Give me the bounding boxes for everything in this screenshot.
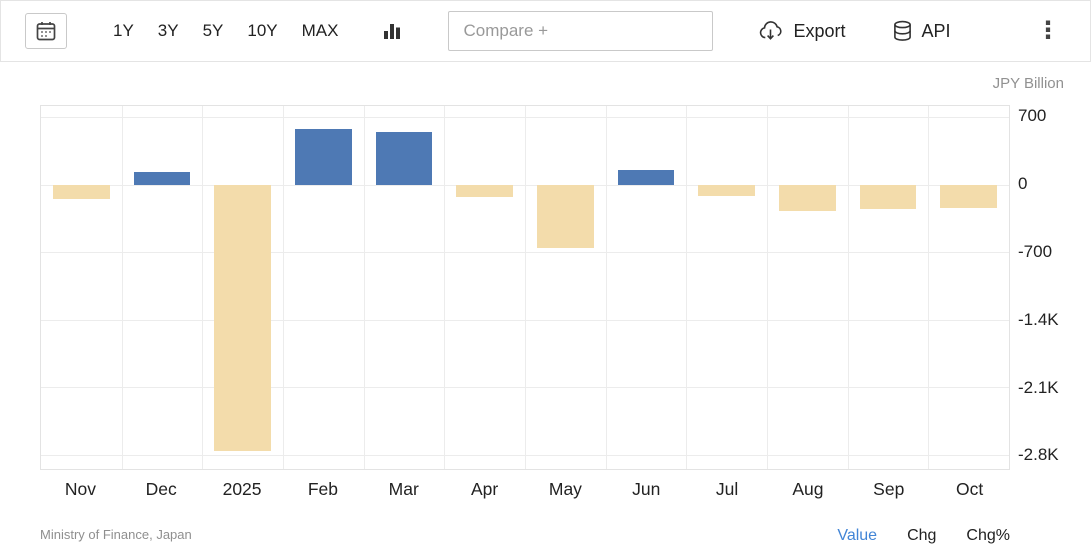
mode-switcher: Value Chg Chg% — [837, 527, 1010, 545]
gridline-v — [605, 106, 607, 469]
range-button-3y[interactable]: 3Y — [157, 21, 179, 40]
mode-chg[interactable]: Chg — [907, 527, 937, 544]
range-button-10y[interactable]: 10Y — [247, 21, 278, 40]
x-tick-label: 2025 — [222, 479, 262, 499]
bar-mar[interactable] — [375, 132, 433, 185]
gridline-v — [363, 106, 365, 469]
x-tick-label: Aug — [792, 479, 824, 499]
x-axis: Nov Dec 2025 Feb Mar Apr May Jun Jul Aug Sep Oct — [40, 476, 1010, 502]
compare-input[interactable] — [448, 11, 714, 51]
y-tick-label: -1.4K — [1018, 309, 1059, 329]
source-label: Ministry of Finance, Japan — [40, 527, 192, 542]
range-selector: 1Y 3Y 5Y 10Y MAX — [113, 21, 338, 41]
calendar-icon — [36, 22, 56, 41]
bar-aug[interactable] — [779, 184, 836, 211]
api-label: API — [921, 20, 951, 41]
export-button[interactable]: Export — [757, 20, 846, 42]
gridline-v — [121, 106, 123, 469]
x-tick-label: Dec — [145, 479, 177, 499]
bar-feb[interactable] — [295, 128, 352, 185]
y-tick-label: 700 — [1018, 106, 1047, 126]
bar-chart-icon — [384, 24, 401, 39]
chart-type-button[interactable] — [382, 21, 402, 41]
bar-oct[interactable] — [940, 184, 997, 209]
y-tick-label: -2.1K — [1018, 377, 1059, 397]
gridline-v — [525, 106, 526, 469]
x-tick-label: Feb — [307, 479, 338, 499]
x-tick-label: Sep — [873, 479, 905, 499]
plot-area — [40, 105, 1010, 470]
x-tick-label: Mar — [388, 479, 419, 499]
x-tick-label: Jul — [715, 479, 739, 499]
x-tick-label: Jun — [632, 479, 661, 499]
export-label: Export — [793, 20, 846, 41]
x-tick-label: Nov — [64, 479, 96, 499]
x-tick-label: Apr — [470, 479, 499, 499]
gridline-v — [444, 106, 446, 469]
bar-apr[interactable] — [456, 184, 513, 198]
bar-may[interactable] — [537, 184, 594, 249]
gridline-v — [686, 106, 688, 469]
gridline-v — [928, 106, 930, 469]
bar-jul[interactable] — [698, 184, 755, 197]
x-tick-label: May — [548, 479, 582, 499]
unit-label: JPY Billion — [992, 75, 1064, 92]
y-tick-label: -2.8K — [1018, 445, 1059, 465]
bar-jun[interactable] — [617, 170, 675, 185]
database-icon — [893, 20, 911, 41]
range-button-1y[interactable]: 1Y — [113, 21, 134, 40]
x-tick-label: Oct — [955, 479, 984, 499]
bar-dec[interactable] — [133, 172, 191, 185]
y-tick-label: -700 — [1018, 241, 1053, 261]
bar-2025[interactable] — [214, 184, 271, 451]
gridline-v — [847, 106, 849, 469]
gridline-v — [202, 106, 204, 469]
cloud-download-icon — [760, 21, 783, 40]
gridline-v — [283, 106, 284, 469]
gridline-v — [767, 106, 768, 469]
mode-chg-pct[interactable]: Chg% — [966, 527, 1010, 544]
bar-sep[interactable] — [859, 184, 917, 210]
y-tick-label: 0 — [1018, 174, 1028, 193]
api-button[interactable]: API — [892, 20, 951, 43]
calendar-button[interactable] — [25, 13, 67, 49]
range-button-max[interactable]: MAX — [301, 21, 339, 40]
bar-nov[interactable] — [53, 184, 110, 200]
range-button-5y[interactable]: 5Y — [202, 21, 224, 40]
mode-value[interactable]: Value — [837, 527, 878, 544]
toolbar: 1Y 3Y 5Y 10Y MAX Export API ⋮ — [0, 0, 1091, 62]
y-axis: 700 0 -700 -1.4K -2.1K -2.8K — [1018, 105, 1088, 470]
more-options-button[interactable]: ⋮ — [1036, 17, 1060, 44]
